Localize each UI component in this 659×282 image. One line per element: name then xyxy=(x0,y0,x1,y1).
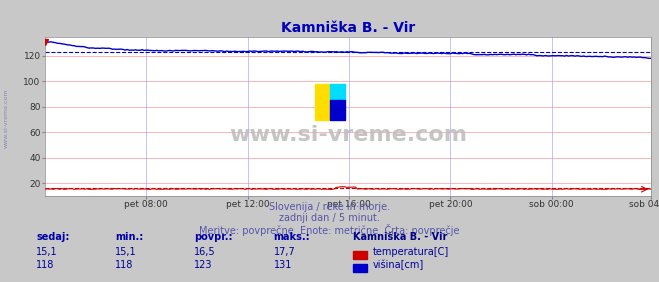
Text: 118: 118 xyxy=(36,261,55,270)
Text: maks.:: maks.: xyxy=(273,232,310,242)
Text: 131: 131 xyxy=(273,261,292,270)
Text: višina[cm]: višina[cm] xyxy=(372,260,424,270)
Bar xyxy=(330,100,345,120)
Text: 118: 118 xyxy=(115,261,134,270)
Text: 15,1: 15,1 xyxy=(115,247,137,257)
Text: 17,7: 17,7 xyxy=(273,247,295,257)
Text: zadnji dan / 5 minut.: zadnji dan / 5 minut. xyxy=(279,213,380,223)
Text: Slovenija / reke in morje.: Slovenija / reke in morje. xyxy=(269,202,390,212)
Text: sedaj:: sedaj: xyxy=(36,232,70,242)
Text: Kamniška B. - Vir: Kamniška B. - Vir xyxy=(353,232,447,242)
Text: Meritve: povprečne  Enote: metrične  Črta: povprečje: Meritve: povprečne Enote: metrične Črta:… xyxy=(199,224,460,236)
Text: temperatura[C]: temperatura[C] xyxy=(372,247,449,257)
Text: www.si-vreme.com: www.si-vreme.com xyxy=(229,125,467,146)
Bar xyxy=(330,85,345,100)
Text: min.:: min.: xyxy=(115,232,144,242)
Text: 15,1: 15,1 xyxy=(36,247,58,257)
Text: povpr.:: povpr.: xyxy=(194,232,233,242)
Bar xyxy=(314,85,330,120)
Text: 16,5: 16,5 xyxy=(194,247,216,257)
Title: Kamniška B. - Vir: Kamniška B. - Vir xyxy=(281,21,415,36)
Text: 123: 123 xyxy=(194,261,213,270)
Text: www.si-vreme.com: www.si-vreme.com xyxy=(4,89,9,148)
